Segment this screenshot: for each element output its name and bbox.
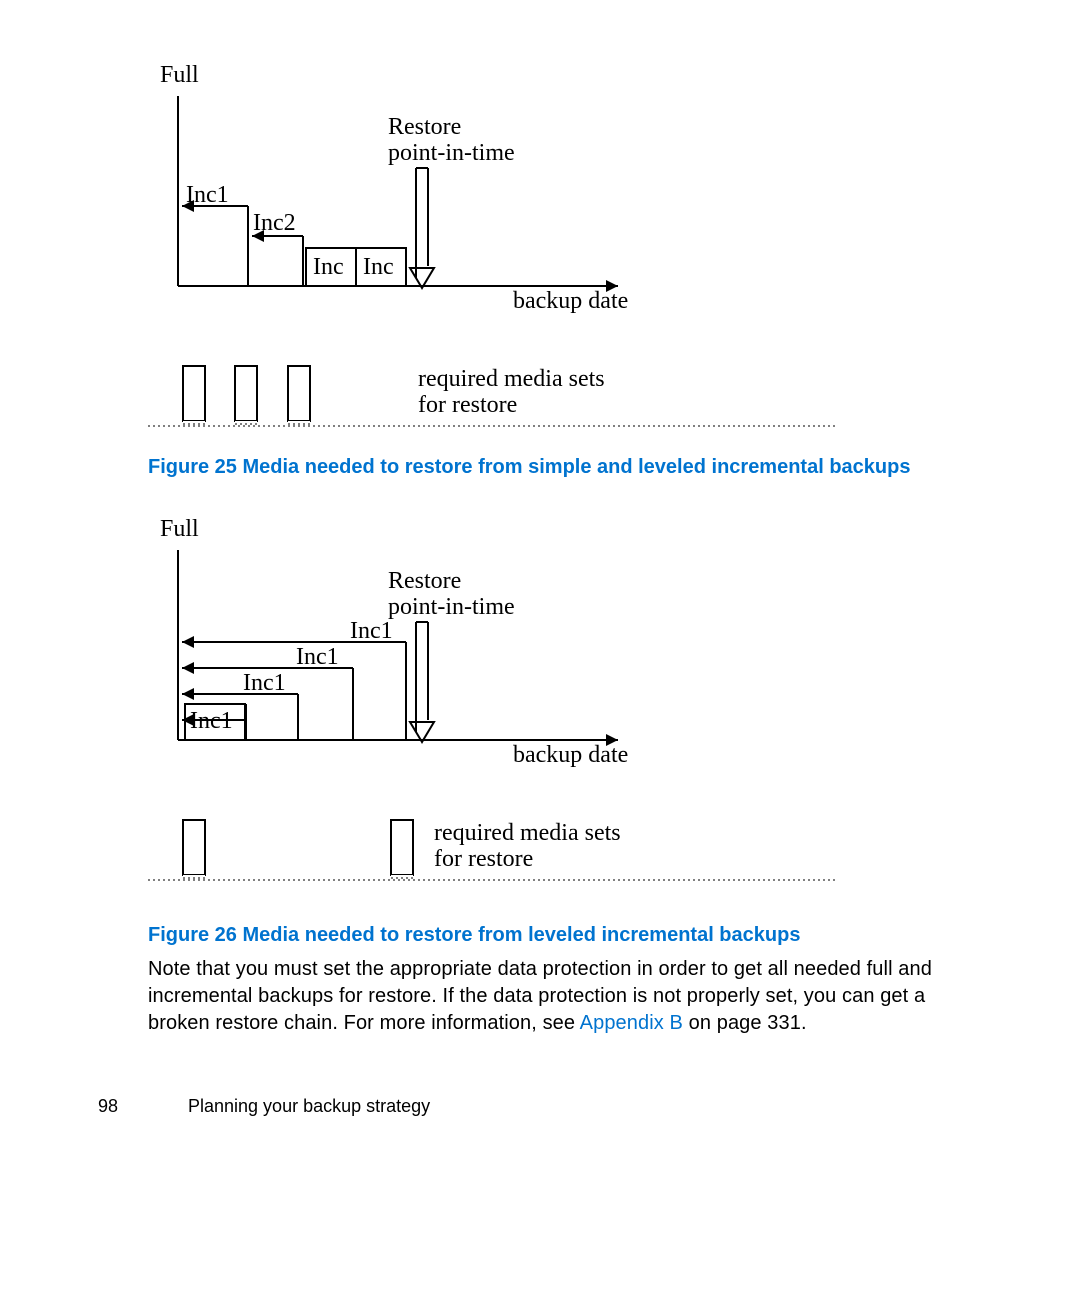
figure-25-caption-prefix: Figure 25	[148, 456, 242, 478]
media-label-1: required media sets	[434, 820, 621, 846]
figure-26-diagram: Full backup date Inc1 Inc1 Inc1 Inc1 Res…	[148, 510, 848, 910]
figure-26-caption: Figure 26 Media needed to restore from l…	[148, 922, 932, 949]
media-label-2: for restore	[418, 392, 517, 418]
backup-date-label: backup date	[513, 288, 628, 314]
full-label: Full	[160, 516, 199, 542]
restore-label-2: point-in-time	[388, 594, 515, 620]
inc1-a-label: Inc1	[190, 708, 233, 734]
body-paragraph: Note that you must set the appropriate d…	[148, 956, 932, 1037]
inc1-label: Inc1	[186, 182, 229, 208]
footer-title: Planning your backup strategy	[188, 1096, 430, 1117]
media-label-1: required media sets	[418, 366, 605, 392]
page-number: 98	[98, 1096, 118, 1117]
restore-label-1: Restore	[388, 568, 461, 594]
full-label: Full	[160, 62, 199, 88]
inc1-b-label: Inc1	[243, 670, 286, 696]
figure-26-caption-prefix: Figure 26	[148, 924, 242, 946]
document-page: Full backup date Inc1 Inc2 Inc Inc Resto…	[0, 0, 1080, 1296]
figure-25-diagram: Full backup date Inc1 Inc2 Inc Inc Resto…	[148, 56, 848, 456]
media-label-2: for restore	[434, 846, 533, 872]
figure-25-caption: Figure 25 Media needed to restore from s…	[148, 454, 932, 481]
backup-date-label: backup date	[513, 742, 628, 768]
appendix-b-link[interactable]: Appendix B	[580, 1012, 683, 1034]
figure-26-caption-rest: Media needed to restore from leveled inc…	[242, 924, 800, 946]
restore-label-2: point-in-time	[388, 140, 515, 166]
restore-label-1: Restore	[388, 114, 461, 140]
inc1-c-label: Inc1	[296, 644, 339, 670]
inc3-label: Inc	[313, 254, 344, 280]
paragraph-part2: on page 331.	[683, 1012, 807, 1034]
inc4-label: Inc	[363, 254, 394, 280]
inc2-label: Inc2	[253, 210, 296, 236]
figure-25-caption-rest: Media needed to restore from simple and …	[242, 456, 910, 478]
inc1-d-label: Inc1	[350, 618, 393, 644]
paragraph-part1: Note that you must set the appropriate d…	[148, 958, 932, 1034]
